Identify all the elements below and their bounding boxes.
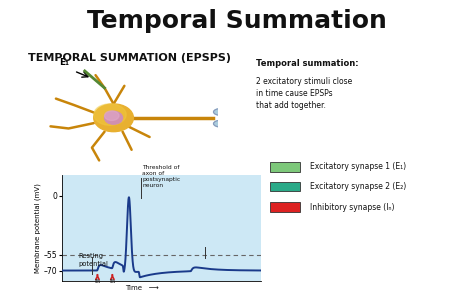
Text: E₁: E₁ [109, 279, 116, 284]
Ellipse shape [94, 104, 133, 132]
Text: 2 excitatory stimuli close
in time cause EPSPs
that add together.: 2 excitatory stimuli close in time cause… [256, 77, 352, 110]
Text: Excitatory synapse 1 (E₁): Excitatory synapse 1 (E₁) [310, 163, 406, 171]
Y-axis label: Membrane potential (mV): Membrane potential (mV) [35, 183, 41, 273]
Text: Inhibitory synapse (Iₙ): Inhibitory synapse (Iₙ) [310, 203, 394, 212]
Ellipse shape [94, 104, 126, 125]
Text: E₁: E₁ [60, 57, 70, 67]
Bar [270, 202, 300, 212]
Text: Threshold of
axon of
postsynaptic
neuron: Threshold of axon of postsynaptic neuron [142, 165, 181, 189]
Text: Time   ⟶: Time ⟶ [125, 285, 159, 291]
Text: Resting
potential: Resting potential [79, 253, 109, 267]
Text: TEMPORAL SUMMATION (EPSPS): TEMPORAL SUMMATION (EPSPS) [28, 53, 231, 63]
Text: E₁: E₁ [94, 279, 100, 284]
Ellipse shape [105, 111, 123, 124]
Ellipse shape [213, 120, 230, 127]
Ellipse shape [105, 111, 119, 120]
Text: Excitatory synapse 2 (E₂): Excitatory synapse 2 (E₂) [310, 182, 406, 191]
Bar [270, 181, 300, 192]
Bar [270, 162, 300, 172]
Text: Temporal summation:: Temporal summation: [256, 59, 359, 68]
Ellipse shape [213, 108, 230, 115]
Text: Temporal Summation: Temporal Summation [87, 9, 387, 33]
